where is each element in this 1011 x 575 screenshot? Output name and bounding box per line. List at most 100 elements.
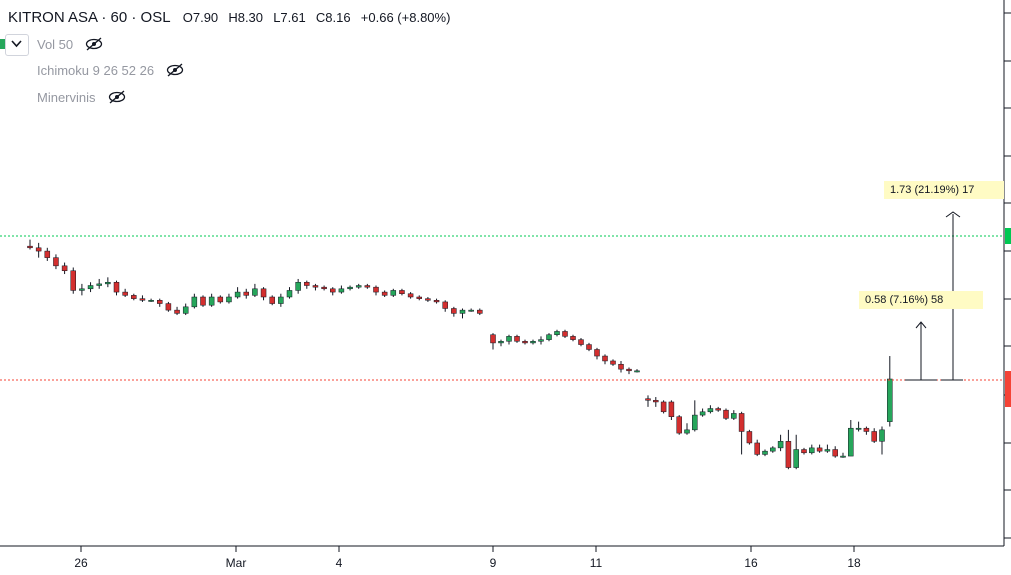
candle-body [407,293,414,298]
candle-body [522,341,528,344]
candle-body [634,370,640,373]
candle-body [44,250,51,258]
x-tick-label: 11 [590,556,603,570]
candle-body [692,414,698,431]
candle-body [286,290,293,298]
candle-body [416,296,422,299]
candle-body [770,447,776,452]
candle-body [887,378,893,422]
candle-body [312,285,319,288]
candle-body [148,300,154,302]
indicator-ichimoku[interactable]: Ichimoku 9 26 52 26 [37,63,184,80]
x-tick-label: 18 [847,556,861,570]
candle-body [200,296,206,306]
candle-body [514,336,520,342]
candle-body [707,408,714,413]
chevron-down-icon [11,40,22,48]
open-value: O7.90 [182,10,219,25]
indicator-minervinis[interactable]: Minervinis [37,90,126,107]
candle-body [816,447,823,452]
candle-body [668,401,675,417]
candle-body [785,441,792,468]
measure-label-small[interactable]: 0.58 (7.16%) 58 [859,291,983,309]
candle-body [243,291,249,296]
measure-tool-small[interactable] [905,321,937,381]
mini-candle-icon [0,39,5,49]
candle-body [87,285,94,290]
indicator-vol[interactable]: Vol 50 [37,37,103,54]
candle-body [191,296,198,308]
eye-off-icon[interactable] [108,90,126,107]
candle-body [777,441,784,449]
collapse-legend-button[interactable] [5,34,29,56]
candle-body [840,455,846,458]
candle-body [131,295,137,299]
candle-body [578,339,584,345]
candle-body [546,334,552,340]
measure-label-large[interactable]: 1.73 (21.19%) 17 [884,181,1004,199]
candle-body [468,309,474,312]
candle-body [762,450,768,455]
x-tick-label: 26 [74,556,88,570]
symbol-title[interactable]: KITRON ASA · 60 · OSL [8,9,171,26]
candle-body [113,281,120,293]
candle-body [554,331,560,335]
candle-body [61,265,68,272]
right-price-axis[interactable] [1003,0,1011,546]
x-tick-label: Mar [226,556,247,570]
candle-body [433,300,440,303]
candle-body [538,339,544,342]
candle-body [208,296,215,306]
candle-body [824,449,831,452]
candle-body [731,413,737,419]
candle-body [477,309,483,314]
arrow-up-icon [945,211,961,218]
time-axis-ticks: 26 Mar 4 9 11 16 18 [74,546,861,570]
candle-body [79,288,85,291]
candle-body [381,291,388,296]
candle-body [295,281,301,291]
candle-body [855,427,862,430]
candle-body [793,449,799,468]
candle-body [506,336,512,342]
candle-body [330,288,336,293]
indicator-label: Minervinis [37,90,96,105]
candle-body [122,291,128,296]
candle-body [570,336,576,340]
candle-body [618,363,624,370]
candle-body [676,416,682,434]
eye-off-icon[interactable] [166,63,184,80]
candle-body [459,309,466,314]
candle-body [425,298,431,301]
candle-body [442,301,448,309]
candle-body [364,285,371,288]
eye-off-icon[interactable] [85,37,103,54]
x-tick-label: 4 [336,556,343,570]
candle-body [278,296,284,304]
candle-body [269,296,275,304]
candle-body [338,288,345,293]
candle-body [217,296,224,303]
candle-body [304,281,310,286]
candle-body [879,429,885,442]
candle-body [252,288,258,296]
candle-body [355,285,362,288]
close-value: C8.16 [315,10,351,25]
candle-body [660,401,667,413]
candle-body [848,427,854,457]
candle-body [498,341,504,344]
candle-body [260,288,267,298]
candle-body [653,400,659,403]
candles-group [27,239,893,470]
candle-body [562,331,568,337]
candle-body [602,355,608,362]
arrow-up-icon [915,321,927,329]
candle-body [157,300,163,304]
candle-body [182,306,189,314]
candle-body [530,341,536,344]
candle-body [723,409,729,419]
chart-header: KITRON ASA · 60 · OSL O7.90 H8.30 L7.61 … [8,9,450,26]
candle-body [754,442,760,455]
red-price-marker [1005,371,1011,407]
